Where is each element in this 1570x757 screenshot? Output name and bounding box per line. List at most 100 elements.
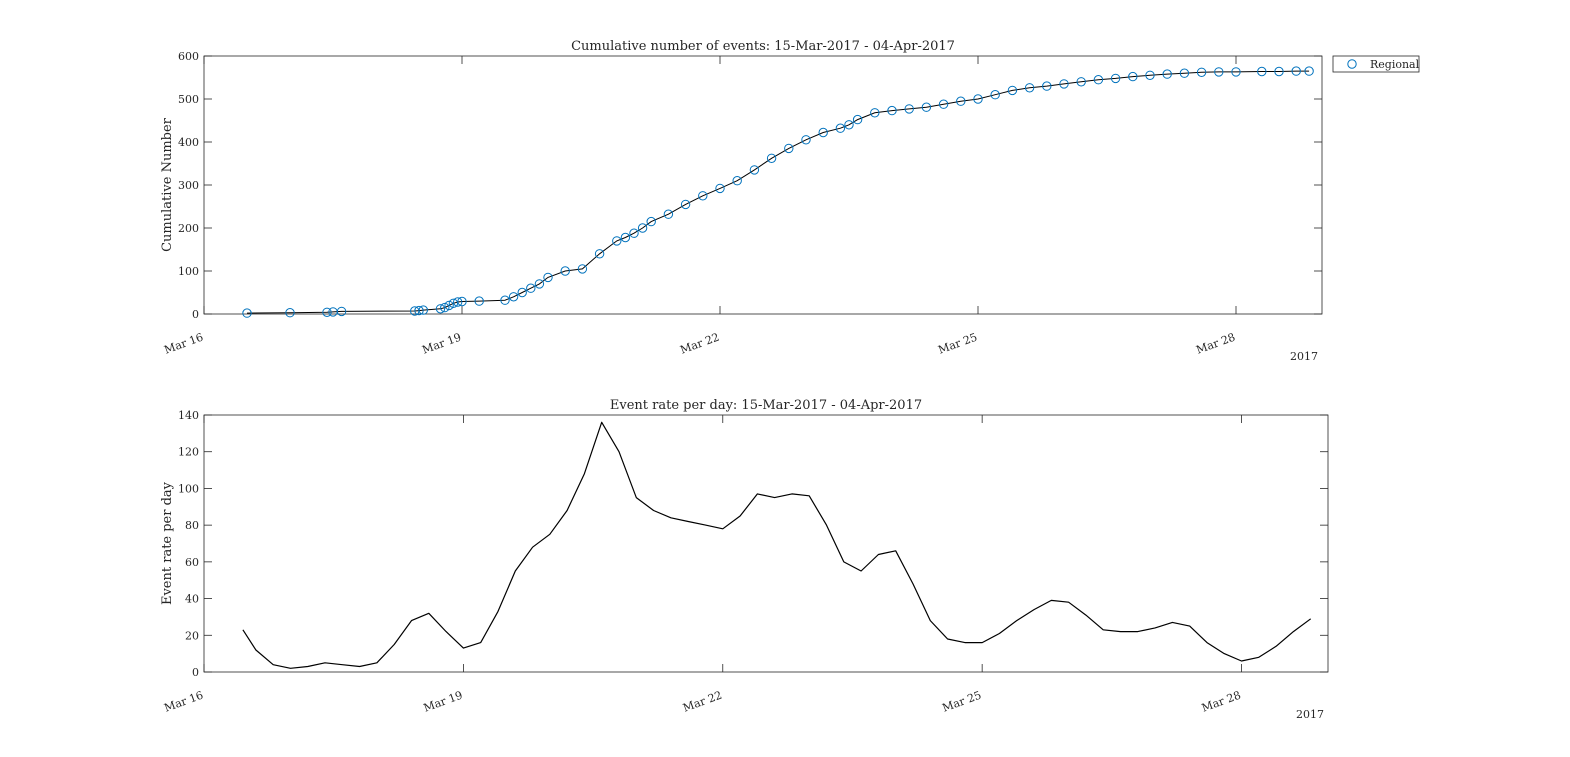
data-point: [1093, 75, 1104, 85]
data-point: [1024, 83, 1035, 93]
data-point: [904, 104, 914, 114]
series-line: [246, 70, 1310, 314]
y-tick-label: 600: [178, 50, 199, 63]
data-point: [629, 228, 639, 238]
series-rate-line: [242, 421, 1312, 669]
x-tick-label: Mar 28: [1194, 331, 1237, 357]
data-point: [637, 223, 648, 233]
data-point: [921, 102, 932, 112]
data-point: [1162, 69, 1172, 79]
legend-box: [1332, 55, 1420, 73]
y-tick-label: 100: [178, 265, 199, 278]
data-point: [577, 264, 588, 274]
data-point: [1007, 85, 1018, 96]
chart-title: Cumulative number of events: 15-Mar-2017…: [571, 39, 955, 54]
x-axis-year-label: 2017: [1290, 350, 1318, 363]
legend-entry: Regional: [1370, 58, 1420, 71]
data-point: [453, 297, 463, 307]
data-point: [1291, 66, 1301, 76]
data-point: [1214, 67, 1224, 77]
data-point: [938, 99, 949, 109]
series-regional: [242, 66, 1314, 318]
data-point: [612, 236, 622, 246]
data-point: [435, 304, 446, 314]
y-tick-label: 120: [178, 446, 199, 459]
data-point: [715, 183, 725, 194]
data-point: [973, 94, 983, 104]
x-axis-year-label: 2017: [1296, 708, 1324, 721]
y-tick-label: 300: [178, 179, 199, 192]
data-point: [801, 135, 811, 145]
data-point: [448, 298, 459, 308]
x-tick-label: Mar 16: [162, 331, 205, 357]
x-tick-label: Mar 25: [936, 331, 979, 357]
data-point: [732, 176, 742, 186]
series-line: [242, 421, 1312, 669]
plot-area: [203, 55, 1323, 315]
y-tick-label: 40: [185, 593, 199, 606]
data-point: [440, 302, 450, 313]
data-point: [508, 292, 519, 302]
data-point: [517, 287, 527, 298]
legend-marker: [1347, 59, 1357, 69]
data-point: [1179, 68, 1190, 78]
data-point: [322, 307, 332, 317]
data-point: [646, 216, 656, 227]
data-point: [500, 295, 510, 305]
data-point: [887, 105, 897, 116]
data-point: [1231, 67, 1241, 77]
data-point: [336, 306, 347, 317]
data-point: [784, 143, 794, 154]
y-tick-label: 80: [185, 519, 199, 532]
data-point: [560, 266, 570, 276]
data-point: [1274, 66, 1284, 77]
data-point: [457, 296, 467, 307]
data-point: [1196, 67, 1207, 78]
x-tick-label: Mar 25: [941, 689, 984, 715]
data-point: [1145, 70, 1155, 81]
x-tick-label: Mar 22: [681, 689, 724, 715]
x-tick-label: Mar 19: [420, 331, 463, 357]
data-point: [1076, 77, 1086, 87]
y-tick-label: 60: [185, 556, 199, 569]
y-tick-label: 200: [178, 222, 199, 235]
data-point: [1042, 81, 1052, 91]
data-point: [844, 120, 854, 130]
plot-area: [203, 414, 1329, 673]
y-tick-label: 500: [178, 93, 199, 106]
y-tick-label: 0: [192, 308, 199, 321]
data-point: [663, 209, 674, 219]
data-point: [543, 272, 553, 283]
data-point: [620, 232, 631, 243]
data-point: [285, 308, 295, 318]
data-point: [680, 199, 691, 210]
data-point: [534, 279, 545, 289]
data-point: [1110, 73, 1121, 84]
data-point: [1059, 79, 1069, 89]
data-point: [1257, 66, 1267, 77]
data-point: [444, 300, 454, 311]
data-point: [474, 296, 484, 306]
data-point: [1128, 71, 1138, 82]
y-tick-label: 140: [178, 409, 199, 422]
data-point: [1304, 66, 1314, 76]
data-point: [749, 165, 760, 175]
cumulative-chart: Cumulative number of events: 15-Mar-2017…: [160, 39, 1420, 363]
data-point: [990, 90, 1000, 100]
data-point: [835, 123, 846, 133]
data-point: [852, 114, 863, 125]
rate-chart: Event rate per day: 15-Mar-2017 - 04-Apr…: [160, 398, 1329, 721]
data-point: [956, 96, 966, 106]
y-tick-label: 400: [178, 136, 199, 149]
data-point: [698, 191, 708, 201]
x-tick-label: Mar 28: [1200, 689, 1243, 715]
y-axis-label: Event rate per day: [160, 481, 175, 605]
data-point: [418, 305, 428, 315]
x-tick-label: Mar 16: [162, 689, 205, 715]
y-tick-label: 20: [185, 629, 199, 642]
y-axis-label: Cumulative Number: [160, 117, 175, 252]
chart-title: Event rate per day: 15-Mar-2017 - 04-Apr…: [610, 398, 922, 413]
y-tick-label: 100: [178, 482, 199, 495]
data-point: [526, 283, 536, 293]
